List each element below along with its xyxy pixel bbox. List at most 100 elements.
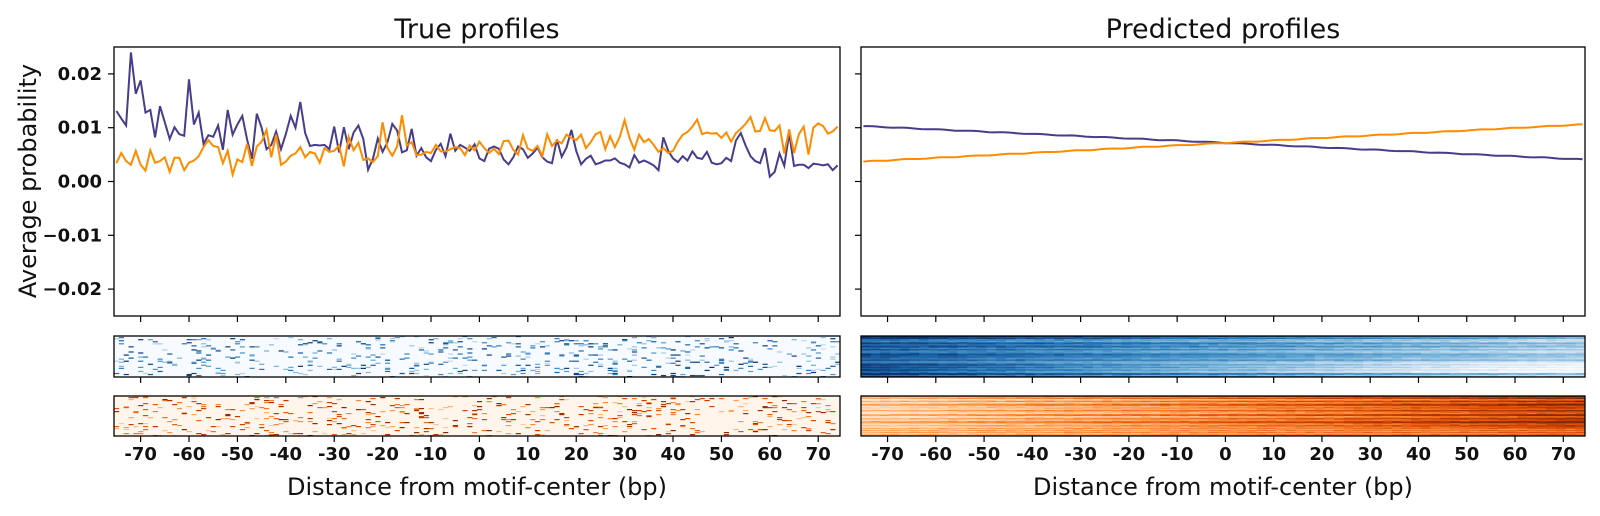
heatmap-cell (1305, 364, 1315, 366)
heatmap-cell (1440, 358, 1451, 360)
heatmap-cell (1411, 405, 1422, 407)
heatmap-cell (689, 374, 696, 377)
heatmap-cell (1343, 342, 1354, 344)
heatmap-cell (870, 397, 881, 399)
heatmap-cell (1343, 359, 1354, 361)
heatmap-cell (870, 349, 881, 351)
heatmap-cell (996, 364, 1007, 366)
heatmap-cell (909, 347, 920, 349)
heatmap-cell (1131, 362, 1142, 364)
heatmap-cell (1382, 361, 1393, 363)
heatmap-cell (123, 406, 129, 408)
heatmap-cell (909, 364, 920, 366)
heatmap-cell (656, 434, 662, 436)
heatmap-cell (1411, 406, 1422, 408)
heatmap-cell (1160, 360, 1171, 362)
heatmap-cell (1324, 400, 1335, 402)
heatmap-cell (928, 342, 939, 344)
heatmap-cell (986, 361, 997, 363)
heatmap-cell (880, 354, 891, 356)
heatmap-cell (670, 357, 676, 359)
heatmap-cell (1218, 339, 1229, 341)
heatmap-cell (1430, 364, 1441, 366)
heatmap-cell (1517, 357, 1528, 359)
heatmap-cell (1459, 356, 1470, 358)
heatmap-cell (947, 343, 958, 345)
heatmap-cell (1131, 350, 1142, 352)
heatmap-cell (1314, 350, 1325, 352)
heatmap-cell (1449, 346, 1460, 348)
heatmap-cell (1054, 342, 1065, 344)
heatmap-cell (918, 343, 929, 345)
heatmap-cell (1160, 352, 1171, 354)
heatmap-cell (273, 424, 279, 426)
heatmap-cell (1083, 355, 1093, 357)
heatmap-cell (1565, 365, 1576, 367)
heatmap-cell (709, 366, 715, 368)
heatmap-cell (1343, 399, 1354, 401)
heatmap-cell (1083, 403, 1093, 405)
heatmap-cell (196, 410, 202, 412)
heatmap-cell (1401, 369, 1412, 372)
heatmap-cell (259, 368, 265, 371)
heatmap-cell (1324, 359, 1335, 361)
heatmap-cell (680, 419, 686, 421)
heatmap-cell (976, 343, 987, 345)
heatmap-cell (283, 368, 289, 371)
heatmap-cell (1276, 406, 1287, 408)
heatmap-cell (1015, 355, 1026, 357)
heatmap-cell (1247, 368, 1258, 371)
heatmap-cell (1044, 403, 1055, 405)
heatmap-cell (1063, 351, 1074, 353)
heatmap-cell (1198, 364, 1209, 366)
heatmap-cell (1488, 346, 1499, 348)
heatmap-cell (825, 411, 831, 413)
heatmap-cell (1140, 366, 1151, 368)
heatmap-cell (1391, 407, 1402, 409)
heatmap-cell (1411, 368, 1422, 371)
heatmap-cell (918, 342, 929, 344)
heatmap-cell (1256, 369, 1267, 372)
heatmap-cell (1459, 367, 1470, 369)
heatmap-cell (656, 408, 662, 410)
heatmap-cell (899, 343, 910, 345)
heatmap-cell (1362, 356, 1373, 358)
heatmap-cell (1150, 348, 1161, 350)
heatmap-cell (967, 362, 978, 364)
heatmap-cell (928, 405, 939, 407)
heatmap-cell (1420, 342, 1431, 344)
heatmap-cell (1575, 341, 1586, 343)
heatmap-cell (1488, 342, 1499, 344)
heatmap-cell (607, 372, 613, 375)
heatmap-cell (1324, 370, 1335, 373)
heatmap-cell (1150, 371, 1161, 374)
heatmap-cell (1111, 404, 1122, 406)
heatmap-cell (1131, 368, 1142, 371)
heatmap-cell (870, 353, 881, 355)
heatmap-cell (1266, 346, 1277, 348)
heatmap-cell (1334, 348, 1344, 350)
heatmap-cell (1488, 363, 1499, 365)
heatmap-cell (1208, 337, 1219, 339)
heatmap-cell (781, 407, 788, 409)
heatmap-cell (239, 424, 245, 426)
heatmap-cell (1054, 357, 1065, 359)
heatmap-cell (399, 407, 405, 409)
heatmap-cell (719, 362, 725, 364)
heatmap-cell (1227, 348, 1238, 350)
heatmap-cell (1111, 369, 1122, 372)
heatmap-cell (1198, 397, 1209, 399)
heatmap-cell (1295, 343, 1306, 345)
heatmap-cell (205, 339, 212, 341)
heatmap-cell (1073, 368, 1084, 371)
heatmap-cell (467, 338, 473, 340)
heatmap-cell (1440, 373, 1451, 376)
heatmap-cell (1160, 402, 1171, 404)
heatmap-cell (1083, 341, 1093, 343)
heatmap-cell (1092, 358, 1103, 360)
heatmap-cell (1005, 404, 1016, 406)
heatmap-cell (830, 365, 836, 367)
heatmap-cell (428, 339, 434, 341)
heatmap-cell (1227, 368, 1238, 371)
heatmap-cell (1575, 363, 1586, 365)
